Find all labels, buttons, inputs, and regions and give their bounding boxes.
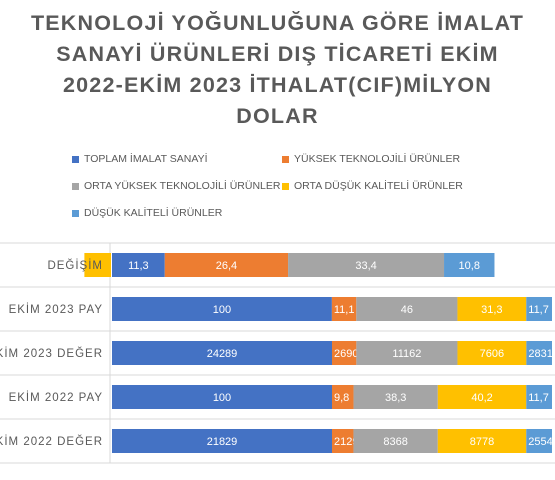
data-label: 2690 <box>334 348 358 360</box>
title-line: TEKNOLOJİ YOĞUNLUĞUNA GÖRE İMALAT <box>30 11 525 35</box>
data-label: 40,2 <box>471 392 492 404</box>
bar-segment <box>356 341 458 365</box>
bar-segment <box>112 341 332 365</box>
category-label: EKİM 2022 PAY <box>9 391 103 404</box>
data-label: 8778 <box>470 436 494 448</box>
title-line: 2022-EKİM 2023 İTHALAT(CIF)MİLYON <box>62 73 493 97</box>
data-label: 11,7 <box>528 304 549 316</box>
data-label: 10,8 <box>459 260 480 272</box>
category-label: EKİM 2022 DEĞER <box>0 435 103 448</box>
legend-swatch <box>72 209 79 217</box>
data-label: 26,4 <box>216 260 237 272</box>
data-label: 33,4 <box>355 260 376 272</box>
bar-segment <box>332 385 354 409</box>
title-line: DOLAR <box>236 104 319 128</box>
data-label: 100 <box>213 304 231 316</box>
category-label: EKİM 2023 PAY <box>9 303 103 316</box>
bar-segment <box>353 429 438 453</box>
title-line: SANAYİ ÜRÜNLERİ DIŞ TİCARETİ EKİM <box>56 42 499 66</box>
bar-segment <box>84 253 111 277</box>
data-label: 100 <box>213 392 231 404</box>
legend-item-orta-yuksek: ORTA YÜKSEK TEKNOLOJİLİ ÜRÜNLER <box>72 180 280 192</box>
legend-item-yuksek: YÜKSEK TEKNOLOJİLİ ÜRÜNLER <box>282 153 460 165</box>
bar-segment <box>437 385 527 409</box>
bar-segment <box>112 297 332 321</box>
bar-segment <box>526 341 552 365</box>
plot-area: 11,3 26,4 33,4 10,8 DEĞİŞİM 100 11,1 46 31,3 11,7… <box>0 242 555 464</box>
data-label: 38,3 <box>385 392 406 404</box>
bar-segment <box>457 297 527 321</box>
bar-segment <box>331 297 357 321</box>
category-label: EKİM 2023 DEĞER <box>0 347 103 360</box>
legend-swatch <box>282 182 289 190</box>
bar-segment <box>526 429 552 453</box>
bar-segment <box>457 341 527 365</box>
bar-segment <box>164 253 289 277</box>
legend-label: TOPLAM İMALAT SANAYİ <box>84 153 208 165</box>
bar-segment <box>112 429 332 453</box>
bar-segment <box>437 429 527 453</box>
legend-label: YÜKSEK TEKNOLOJİLİ ÜRÜNLER <box>294 153 461 165</box>
bar-segment <box>356 297 458 321</box>
legend-label: ORTA DÜŞÜK KALİTELİ ÜRÜNLER <box>294 180 463 192</box>
category-label: DEĞİŞİM <box>47 259 103 272</box>
data-label: 11162 <box>392 348 421 360</box>
bar-segment <box>444 253 495 277</box>
bar-segment <box>112 385 332 409</box>
data-label: 24289 <box>207 348 238 360</box>
data-label: 2831 <box>528 348 552 360</box>
chart-title: TEKNOLOJİ YOĞUNLUĞUNA GÖRE İMALAT SANAYİ… <box>0 8 555 132</box>
bar-segment <box>112 253 165 277</box>
data-label: 2554 <box>528 436 552 448</box>
data-label: 7606 <box>480 348 504 360</box>
data-label: 11,1 <box>334 304 355 316</box>
data-label: 21829 <box>207 436 238 448</box>
bar-segment <box>526 297 552 321</box>
legend-swatch <box>72 182 79 190</box>
bar-segment <box>288 253 445 277</box>
legend-item-dusuk: DÜŞÜK KALİTELİ ÜRÜNLER <box>72 207 222 219</box>
data-label: 31,3 <box>481 304 502 316</box>
legend-label: ORTA YÜKSEK TEKNOLOJİLİ ÜRÜNLER <box>84 180 281 192</box>
bar-segment <box>353 385 438 409</box>
data-label: 11,3 <box>128 260 149 272</box>
bar-segment <box>332 429 354 453</box>
legend-swatch <box>282 155 289 163</box>
data-label: 46 <box>401 304 413 316</box>
bar-segment <box>526 385 552 409</box>
bar-segment <box>332 341 357 365</box>
legend-item-orta-dusuk: ORTA DÜŞÜK KALİTELİ ÜRÜNLER <box>282 180 463 192</box>
data-label: 9,8 <box>334 392 349 404</box>
legend-item-toplam: TOPLAM İMALAT SANAYİ <box>72 153 208 165</box>
data-label: 2129 <box>334 436 358 448</box>
data-label: 8368 <box>383 436 407 448</box>
legend-swatch <box>72 155 79 163</box>
data-label: 11,7 <box>528 392 549 404</box>
legend-label: DÜŞÜK KALİTELİ ÜRÜNLER <box>84 207 223 219</box>
